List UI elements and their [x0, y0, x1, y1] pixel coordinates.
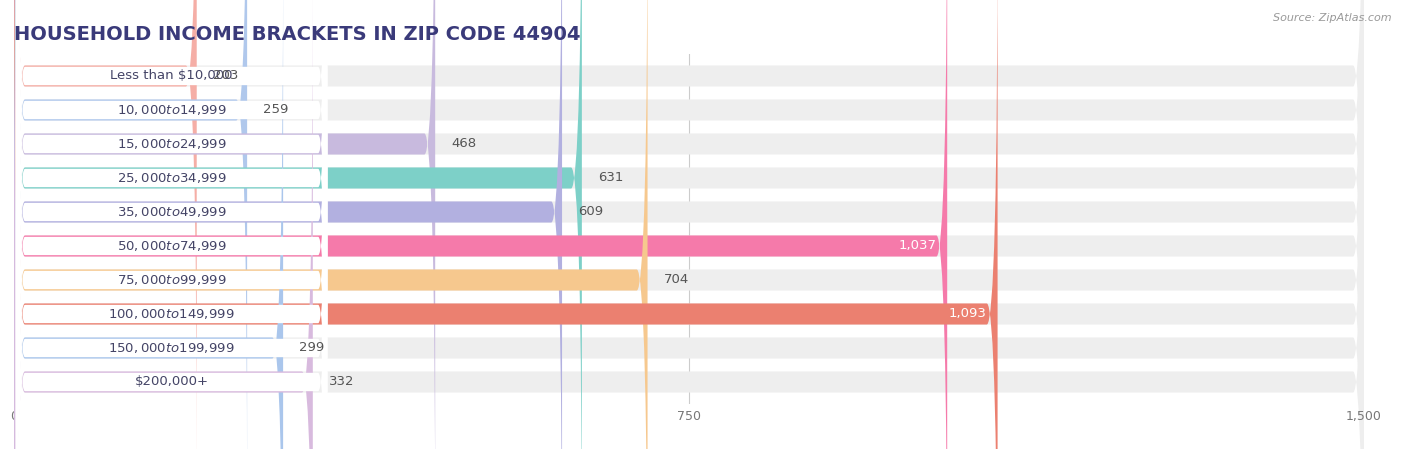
FancyBboxPatch shape — [14, 0, 1364, 449]
FancyBboxPatch shape — [15, 0, 328, 441]
FancyBboxPatch shape — [15, 0, 328, 449]
FancyBboxPatch shape — [15, 0, 328, 449]
FancyBboxPatch shape — [15, 0, 328, 449]
FancyBboxPatch shape — [14, 0, 1364, 449]
Text: 609: 609 — [578, 206, 603, 219]
Text: $50,000 to $74,999: $50,000 to $74,999 — [117, 239, 226, 253]
FancyBboxPatch shape — [14, 0, 1364, 449]
FancyBboxPatch shape — [14, 0, 197, 449]
Text: 332: 332 — [329, 375, 354, 388]
FancyBboxPatch shape — [14, 0, 283, 449]
Text: $100,000 to $149,999: $100,000 to $149,999 — [108, 307, 235, 321]
FancyBboxPatch shape — [14, 0, 436, 449]
FancyBboxPatch shape — [14, 0, 1364, 449]
Text: $150,000 to $199,999: $150,000 to $199,999 — [108, 341, 235, 355]
FancyBboxPatch shape — [15, 51, 328, 449]
Text: 1,037: 1,037 — [898, 239, 936, 252]
Text: $200,000+: $200,000+ — [135, 375, 208, 388]
Text: $35,000 to $49,999: $35,000 to $49,999 — [117, 205, 226, 219]
Text: $15,000 to $24,999: $15,000 to $24,999 — [117, 137, 226, 151]
FancyBboxPatch shape — [15, 0, 328, 407]
FancyBboxPatch shape — [15, 17, 328, 449]
FancyBboxPatch shape — [14, 0, 998, 449]
Text: $25,000 to $34,999: $25,000 to $34,999 — [117, 171, 226, 185]
FancyBboxPatch shape — [14, 0, 648, 449]
Text: 1,093: 1,093 — [949, 308, 987, 321]
FancyBboxPatch shape — [14, 0, 562, 449]
Text: 704: 704 — [664, 273, 689, 286]
Text: 259: 259 — [263, 103, 288, 116]
FancyBboxPatch shape — [14, 0, 1364, 449]
FancyBboxPatch shape — [14, 0, 1364, 449]
FancyBboxPatch shape — [15, 0, 328, 449]
Text: 299: 299 — [299, 342, 325, 355]
Text: 631: 631 — [598, 172, 623, 185]
FancyBboxPatch shape — [14, 0, 948, 449]
Text: Source: ZipAtlas.com: Source: ZipAtlas.com — [1274, 13, 1392, 23]
Text: $75,000 to $99,999: $75,000 to $99,999 — [117, 273, 226, 287]
FancyBboxPatch shape — [14, 0, 1364, 449]
Text: HOUSEHOLD INCOME BRACKETS IN ZIP CODE 44904: HOUSEHOLD INCOME BRACKETS IN ZIP CODE 44… — [14, 25, 581, 44]
FancyBboxPatch shape — [14, 0, 1364, 449]
Text: $10,000 to $14,999: $10,000 to $14,999 — [117, 103, 226, 117]
FancyBboxPatch shape — [14, 0, 312, 449]
Text: Less than $10,000: Less than $10,000 — [110, 70, 233, 83]
FancyBboxPatch shape — [14, 0, 1364, 449]
Text: 468: 468 — [451, 137, 477, 150]
FancyBboxPatch shape — [15, 0, 328, 449]
FancyBboxPatch shape — [15, 0, 328, 449]
FancyBboxPatch shape — [14, 0, 582, 449]
FancyBboxPatch shape — [14, 0, 1364, 449]
Text: 203: 203 — [212, 70, 238, 83]
FancyBboxPatch shape — [14, 0, 247, 449]
